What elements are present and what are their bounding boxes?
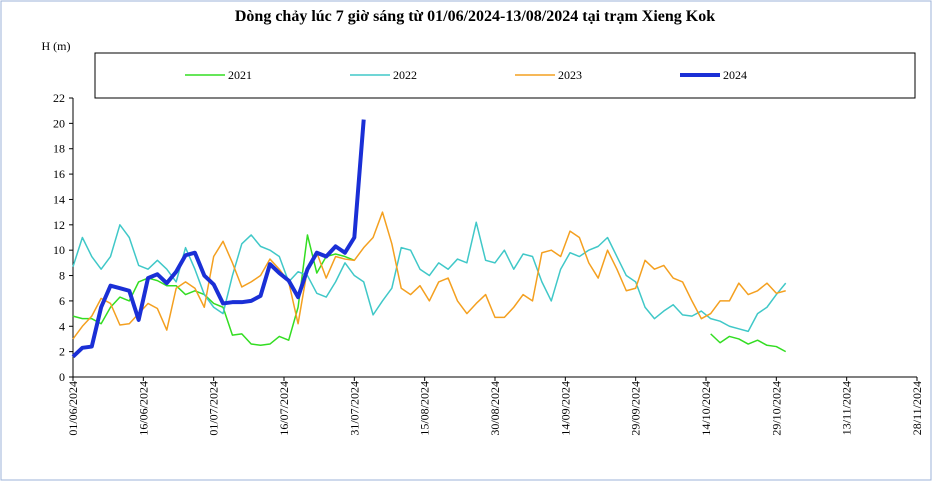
chart-title: Dòng chảy lúc 7 giờ sáng từ 01/06/2024-1…: [235, 8, 715, 25]
legend-label: 2022: [393, 68, 417, 82]
legend-label: 2023: [558, 68, 582, 82]
y-tick-label: 0: [59, 370, 65, 384]
legend-label: 2021: [228, 68, 252, 82]
y-tick-label: 20: [53, 116, 65, 130]
y-tick-label: 14: [53, 192, 65, 206]
series-line: [72, 211, 786, 340]
series-line: [72, 234, 787, 353]
x-tick-label: 29/09/2024: [629, 381, 643, 436]
y-tick-label: 10: [53, 243, 65, 257]
x-tick-label: 16/07/2024: [277, 381, 291, 436]
y-axis-label: H (m): [42, 39, 71, 53]
x-tick-label: 01/06/2024: [66, 381, 80, 436]
legend-label: 2024: [723, 68, 747, 82]
y-tick-label: 16: [53, 167, 65, 181]
x-tick-label: 13/11/2024: [840, 381, 854, 435]
y-tick-label: 12: [53, 218, 65, 232]
x-tick-label: 31/07/2024: [347, 381, 361, 436]
y-tick-label: 8: [59, 269, 65, 283]
y-tick-label: 2: [59, 345, 65, 359]
x-tick-label: 30/08/2024: [488, 381, 502, 436]
x-tick-label: 14/10/2024: [699, 381, 713, 436]
series-line: [72, 221, 787, 333]
series-line: [71, 119, 366, 359]
x-tick-label: 15/08/2024: [418, 381, 432, 436]
x-tick-label: 14/09/2024: [558, 381, 572, 436]
x-tick-label: 16/06/2024: [136, 381, 150, 436]
legend-box: [94, 52, 916, 99]
y-tick-label: 6: [59, 294, 65, 308]
y-tick-label: 18: [53, 142, 65, 156]
x-tick-label: 29/10/2024: [769, 381, 783, 436]
x-tick-label: 28/11/2024: [910, 381, 924, 435]
y-tick-label: 22: [53, 91, 65, 105]
x-tick-label: 01/07/2024: [207, 381, 221, 436]
y-tick-label: 4: [59, 319, 65, 333]
